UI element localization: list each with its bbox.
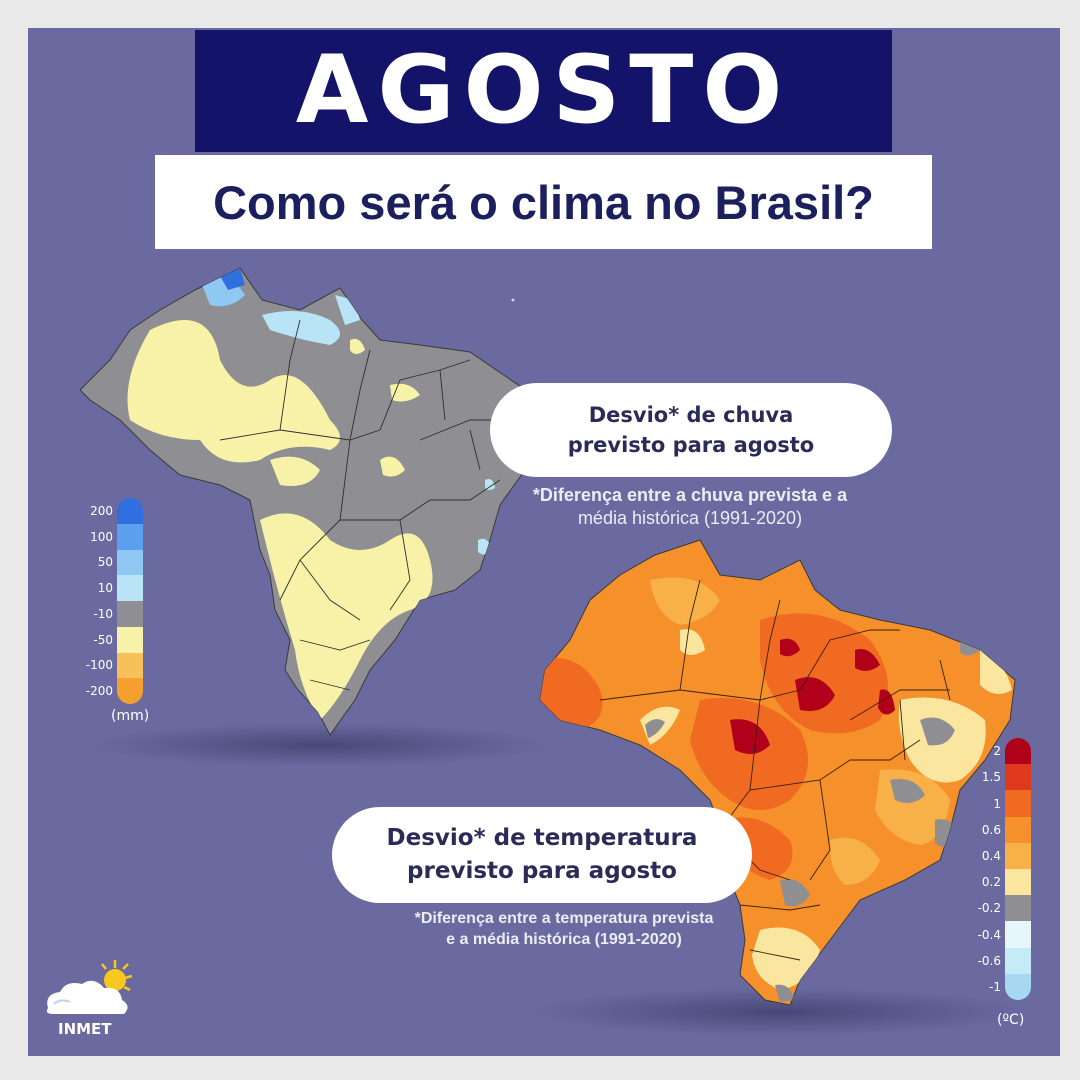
colorbar-segment [1005,816,1031,843]
colorbar-segment [117,523,143,550]
colorbar-segment [117,549,143,576]
legend-tick-label: -0.4 [977,927,1001,942]
colorbar-segment [1005,764,1031,791]
legend-tick-label: 0.2 [981,875,1001,890]
legend-tick-label: 10 [97,581,113,596]
rain-map-shadow [90,723,550,767]
legend-tick-label: 50 [97,555,113,570]
colorbar-segment [1005,842,1031,869]
colorbar-segment [117,678,143,704]
rain-caption-line2: previsto para agosto [567,433,815,457]
legend-tick-label: 2 [993,744,1001,759]
rain-caption-line1: Desvio* de chuva [588,402,794,427]
colorbar-segment [117,652,143,679]
temp-caption: Desvio* de temperatura previsto para ago… [332,807,752,903]
temp-caption-line2: previsto para agosto [407,858,677,884]
subtitle-banner: Como será o clima no Brasil? [155,155,932,249]
colorbar-segment [117,575,143,601]
colorbar-segment [117,601,143,627]
temp-unit-label: (ºC) [997,1012,1025,1028]
colorbar-segment [1005,895,1031,922]
page-title: AGOSTO [295,36,792,145]
legend-tick-label: 1.5 [981,770,1001,785]
rain-deviation-map [79,267,546,736]
rain-unit-label: (mm) [111,708,150,724]
legend-tick-label: 200 [90,503,113,518]
colorbar-segment [1005,947,1031,974]
legend-tick-label: 0.6 [981,822,1001,837]
legend-tick-label: 100 [90,529,113,544]
colorbar-segment [1005,790,1031,817]
title-banner: AGOSTO [195,30,892,152]
temp-note-line2: e a média histórica (1991-2020) [446,930,682,948]
legend-tick-label: -100 [85,658,113,673]
legend-tick-label: -0.6 [977,953,1001,968]
temp-note-line1: *Diferença entre a temperatura prevista [414,910,714,927]
legend-tick-label: -0.2 [977,901,1001,916]
inmet-logo-icon [46,960,133,1014]
temperature-deviation-map [539,539,1016,1006]
colorbar-segment [117,626,143,653]
temp-note: *Diferença entre a temperatura prevista … [378,909,750,951]
temp-caption-line1: Desvio* de temperatura [386,824,698,851]
legend-tick-label: 0.4 [981,848,1001,863]
legend-tick-label: 1 [993,796,1001,811]
rain-note: *Diferença entre a chuva prevista e a mé… [505,484,875,531]
page-subtitle: Como será o clima no Brasil? [213,175,874,229]
temp-map-shadow [530,988,1030,1036]
colorbar-segment [1005,738,1031,765]
rain-colorbar [117,498,143,704]
legend-tick-label: -200 [85,684,113,699]
colorbar-segment [1005,868,1031,896]
decor-dot [511,298,515,302]
colorbar-segment [1005,973,1031,1000]
colorbar-segment [1005,921,1031,948]
legend-tick-label: -50 [93,632,113,647]
rain-caption: Desvio* de chuva previsto para agosto [490,383,892,477]
rain-note-line2: média histórica (1991-2020) [577,508,803,529]
colorbar-segment [117,498,143,524]
legend-tick-label: -10 [93,606,113,621]
inmet-logo-text: INMET [58,1020,112,1038]
legend-tick-label: -1 [989,979,1001,994]
temp-colorbar [1005,738,1031,1000]
rain-note-line1: *Diferença entre a chuva prevista e a [532,485,848,505]
